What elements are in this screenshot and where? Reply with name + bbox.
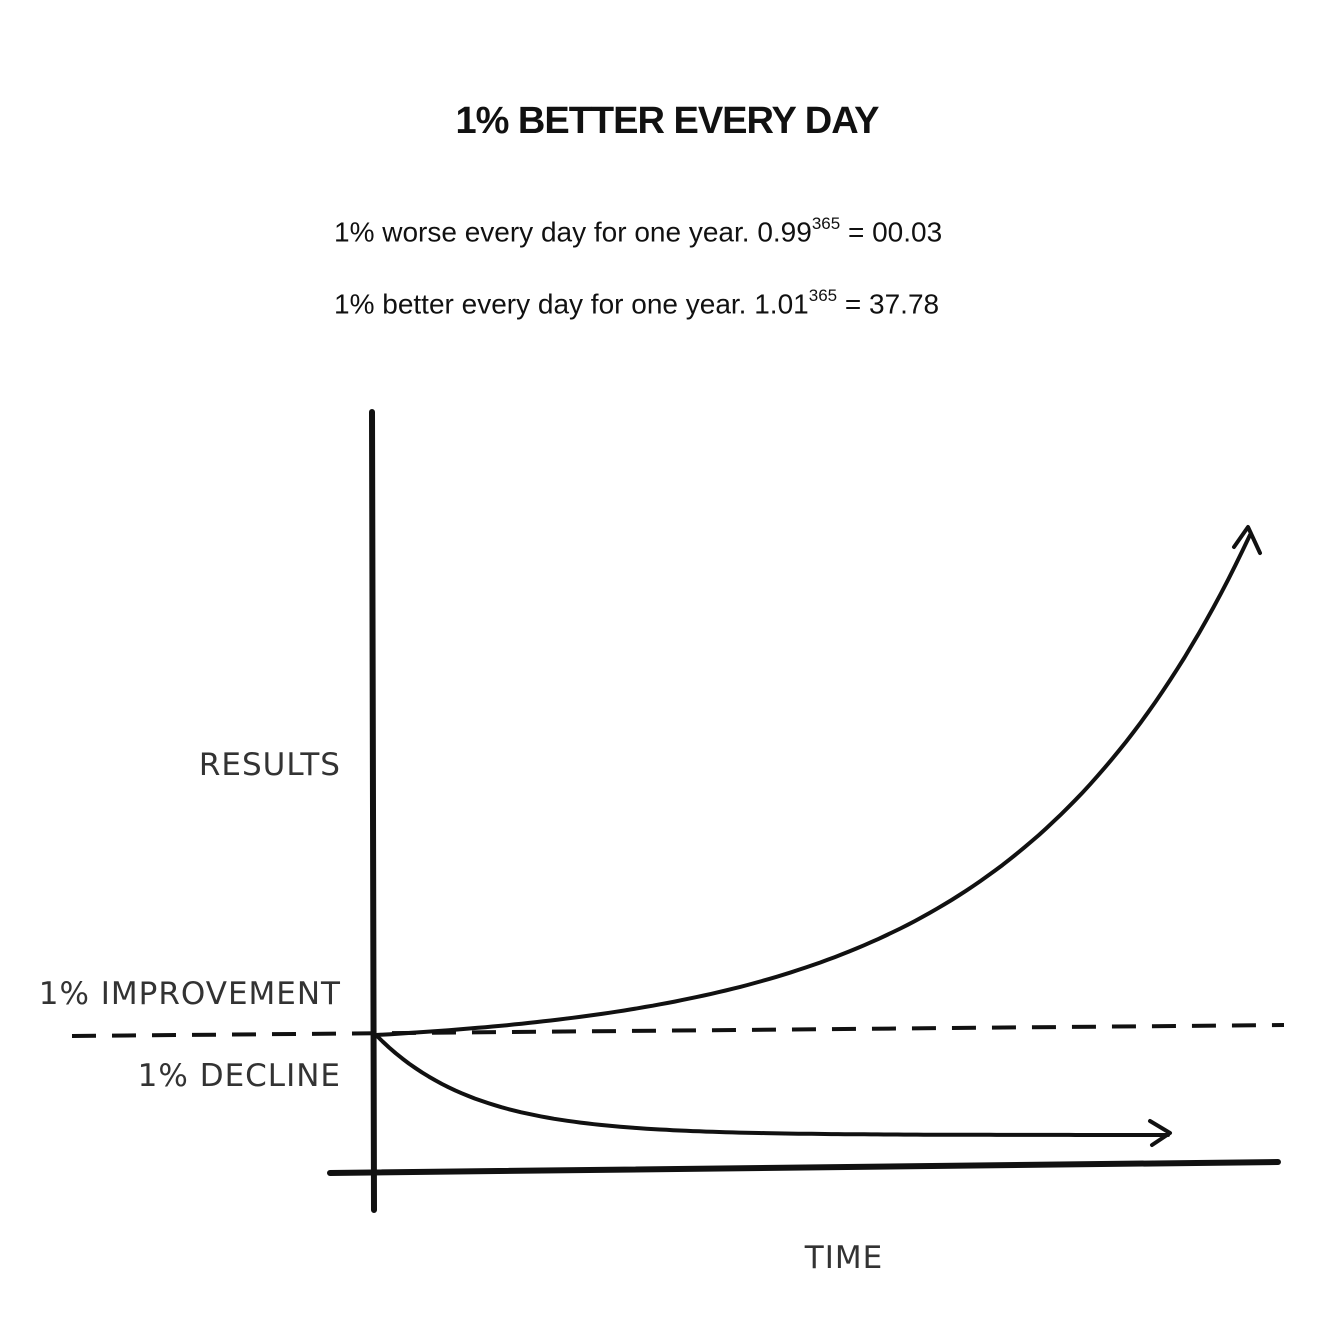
improvement-label: 1% IMPROVEMENT bbox=[39, 976, 341, 1012]
arrow-better-head bbox=[1232, 525, 1262, 555]
formula-better: 1% better every day for one year. 1.0136… bbox=[334, 286, 940, 320]
curve-better bbox=[374, 533, 1252, 1037]
y-axis bbox=[369, 409, 377, 1213]
x-axis-label: TIME bbox=[804, 1240, 883, 1276]
baseline-dashed-line bbox=[71, 1023, 1285, 1038]
chart-title: 1% BETTER EVERY DAY bbox=[455, 100, 879, 142]
formula-worse: 1% worse every day for one year. 0.99365… bbox=[334, 214, 943, 248]
formula-better-text: 1% better every day for one year. 1.01 bbox=[334, 288, 809, 320]
formula-worse-result: = 00.03 bbox=[840, 216, 943, 248]
y-axis-label: RESULTS bbox=[199, 747, 341, 783]
formula-worse-exponent: 365 bbox=[811, 214, 841, 233]
formula-better-result: = 37.78 bbox=[837, 288, 940, 320]
formula-better-exponent: 365 bbox=[808, 286, 838, 305]
decline-label: 1% DECLINE bbox=[138, 1058, 341, 1094]
arrow-worse-head bbox=[1148, 1119, 1172, 1147]
formula-worse-text: 1% worse every day for one year. 0.99 bbox=[334, 216, 812, 248]
curve-worse bbox=[374, 1033, 1170, 1137]
x-axis bbox=[327, 1159, 1281, 1176]
